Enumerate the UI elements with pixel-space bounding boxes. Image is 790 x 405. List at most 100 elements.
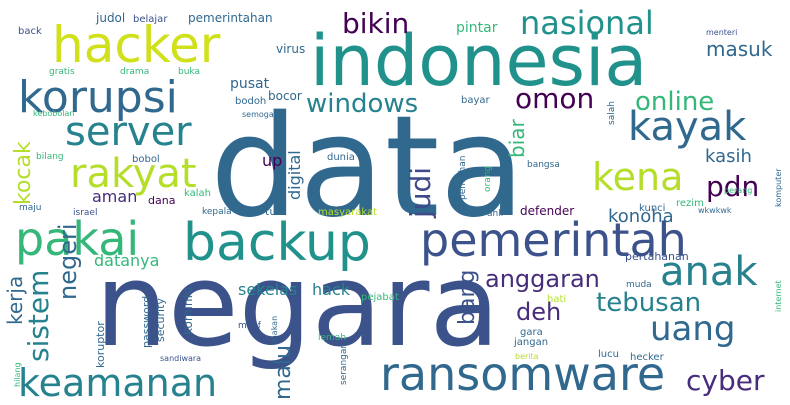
word-konoha: konoha (608, 206, 674, 227)
word-maju: maju (19, 203, 42, 213)
word-rezim: rezim (676, 198, 704, 209)
word-keamanan: keamanan (18, 361, 217, 405)
word-bayar: bayar (461, 95, 491, 106)
word-bodoh: bodoh (235, 96, 266, 107)
word-defender: defender (520, 204, 574, 218)
word-pdn: pdn (706, 170, 759, 203)
word-uang: uang (650, 309, 736, 349)
word-lemah: lemah (318, 333, 346, 343)
word-server: server (65, 109, 192, 155)
word-komputer: komputer (774, 168, 783, 207)
word-perang: perang (724, 186, 752, 195)
word-jangan: jangan (513, 337, 548, 348)
word-cyber: cyber (686, 364, 765, 397)
word-digital: digital (285, 150, 304, 200)
word-maaf: maaf (238, 321, 262, 331)
word-kayak: kayak (628, 104, 747, 150)
word-bangsa: bangsa (527, 160, 560, 170)
word-kepala: kepala (202, 207, 232, 217)
word-tua: tua (265, 205, 283, 218)
word-serangan: serangan (339, 343, 349, 385)
word-negeri: negeri (54, 223, 82, 300)
word-kena: kena (592, 155, 683, 199)
word-berita: berita (515, 352, 539, 361)
word-bobol: bobol (132, 154, 160, 165)
word-bilang: bilang (36, 152, 64, 162)
word-pejabat: pejabat (361, 292, 399, 303)
word-pemerintahan: pemerintahan (188, 11, 273, 25)
word-pemilihan: pemilihan (458, 156, 468, 200)
word-negara: negara (95, 239, 500, 373)
word-drama: drama (120, 67, 149, 77)
word-kasih: kasih (705, 146, 752, 167)
word-pakai: pakai (15, 212, 139, 266)
word-semoga: semoga (242, 110, 274, 119)
word-muda: muda (626, 280, 652, 290)
word-koruptor: koruptor (94, 321, 107, 368)
word-orang: orang (483, 166, 493, 192)
word-biar: biar (505, 118, 529, 158)
word-kalah: kalah (184, 188, 211, 199)
word-sandiwara: sandiwara (160, 354, 201, 363)
word-bikin: bikin (342, 7, 409, 40)
word-ransomware: ransomware (380, 347, 665, 401)
word-omon: omon (515, 82, 594, 115)
word-password: password (140, 296, 153, 348)
word-hecker: hecker (630, 352, 665, 363)
word-online: online (635, 87, 714, 117)
word-sistem: sistem (22, 270, 55, 362)
word-data: data (210, 86, 525, 249)
word-ahli: ahli (487, 209, 503, 219)
word-judol: judol (95, 11, 125, 25)
word-anggaran: anggaran (485, 265, 600, 293)
word-deh: deh (516, 298, 561, 326)
word-salah: salah (607, 101, 617, 125)
word-kunci: kunci (639, 203, 665, 214)
word-kerja: kerja (3, 276, 27, 325)
word-belajar: belajar (133, 14, 168, 25)
word-pemerintah: pemerintah (420, 213, 687, 267)
word-judi: judi (404, 167, 437, 219)
word-hack: hack (312, 280, 351, 299)
word-kebobolan: kebobolan (33, 109, 74, 118)
word-israel: israel (73, 208, 97, 218)
word-security: security (154, 298, 167, 342)
word-makan: makan (270, 316, 279, 343)
word-sekelas: sekelas (238, 280, 297, 299)
word-lucu: lucu (598, 349, 619, 360)
word-up: up (262, 151, 282, 170)
word-buka: buka (178, 67, 200, 77)
word-wkwkwk: wkwkwk (698, 206, 732, 215)
word-backup: backup (183, 213, 371, 273)
word-kominfo: kominfo (181, 287, 195, 335)
word-dana: dana (148, 194, 175, 207)
word-hilang: hilang (13, 362, 22, 387)
word-masuk: masuk (706, 37, 773, 61)
word-menteri: menteri (706, 28, 737, 37)
word-aman: aman (92, 187, 137, 206)
word-rakyat: rakyat (70, 151, 197, 197)
word-gratis: gratis (49, 67, 75, 77)
word-bang: bang (455, 270, 480, 325)
word-bocor: bocor (268, 89, 302, 103)
word-hacker: hacker (52, 16, 221, 74)
word-virus: virus (276, 42, 305, 56)
word-pintar: pintar (456, 20, 498, 36)
word-malu: malu (271, 345, 296, 400)
word-pusat: pusat (230, 76, 270, 92)
word-hati: hati (547, 294, 566, 305)
word-back: back (18, 26, 42, 37)
word-korupsi: korupsi (18, 72, 178, 123)
word-tebusan: tebusan (596, 288, 701, 318)
word-anak: anak (660, 249, 758, 295)
word-windows: windows (306, 89, 418, 119)
word-kocak: kocak (11, 141, 36, 205)
word-dunia: dunia (327, 152, 355, 163)
word-masyarakat: masyarakat (318, 207, 377, 218)
word-datanya: datanya (94, 251, 159, 270)
word-nasional: nasional (520, 4, 654, 42)
word-pertahanan: pertahanan (625, 250, 689, 263)
word-indonesia: indonesia (310, 20, 647, 102)
